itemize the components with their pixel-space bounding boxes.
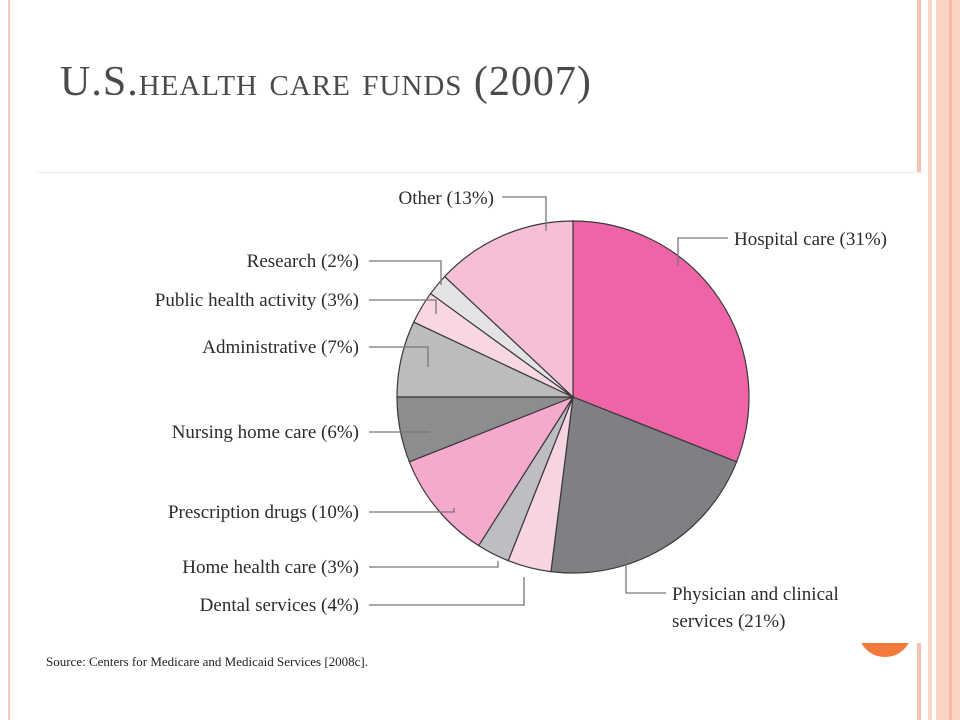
- slice-label: Hospital care (31%): [734, 229, 887, 250]
- slice-label: Physician and clinical services (21%): [672, 584, 839, 632]
- slice-label: Administrative (7%): [202, 337, 359, 358]
- leader-line: [369, 299, 437, 314]
- slide-title: U.S.health care funds (2007): [60, 59, 592, 105]
- leader-line: [369, 561, 499, 568]
- slice-label-line: Prescription drugs (10%): [168, 502, 359, 523]
- slice-label-line: Nursing home care (6%): [172, 422, 359, 443]
- pie-chart-panel: Hospital care (31%) Physician and clinica…: [36, 172, 924, 643]
- pie-slice: [572, 220, 750, 463]
- right-frame-band: [936, 0, 960, 720]
- slice-label-line: Administrative (7%): [202, 337, 359, 358]
- slice-label-line: Dental services (4%): [200, 595, 359, 616]
- slice-label-line: Hospital care (31%): [734, 229, 887, 250]
- source-citation: Source: Centers for Medicare and Medicai…: [46, 654, 368, 669]
- leader-line: [369, 260, 442, 285]
- pie-slice: [443, 220, 574, 399]
- slice-label: Other (13%): [399, 188, 495, 209]
- leader-line: [502, 196, 547, 231]
- slice-label-line: Other (13%): [399, 188, 495, 209]
- pie-slice: [408, 395, 575, 547]
- slice-label-line: Public health activity (3%): [155, 290, 359, 311]
- slice-label: Nursing home care (6%): [172, 422, 359, 443]
- leader-line: [369, 508, 455, 513]
- slice-label: Home health care (3%): [182, 557, 359, 578]
- slice-label-line: Physician and clinical: [672, 584, 839, 605]
- leader-line: [369, 346, 429, 367]
- slice-label: Prescription drugs (10%): [168, 502, 359, 523]
- slice-label: Dental services (4%): [200, 595, 359, 616]
- slice-label-line: Research (2%): [247, 251, 359, 272]
- leader-line: [677, 237, 728, 266]
- right-frame-stripe: [949, 0, 952, 720]
- left-frame-line: [8, 0, 10, 720]
- right-frame-stripe: [928, 0, 932, 720]
- slice-label-line: services (21%): [672, 611, 785, 632]
- pie-chart: Hospital care (31%) Physician and clinica…: [155, 188, 887, 632]
- pie-slice: [550, 396, 738, 574]
- slice-label-line: Home health care (3%): [182, 557, 359, 578]
- slice-label: Public health activity (3%): [155, 290, 359, 311]
- leader-line: [369, 577, 525, 606]
- slice-label: Research (2%): [247, 251, 359, 272]
- leader-line: [625, 556, 666, 594]
